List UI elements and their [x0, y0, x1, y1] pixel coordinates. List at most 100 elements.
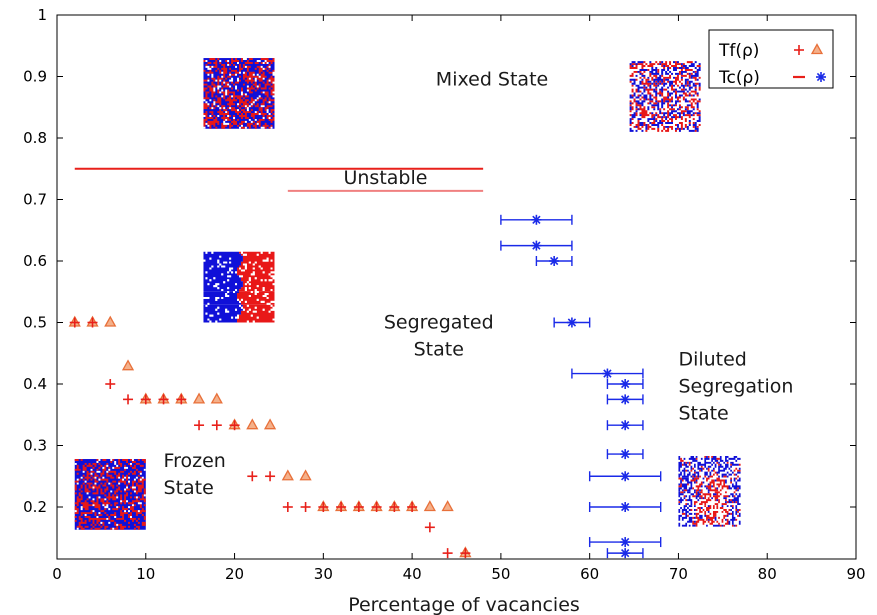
star-stroke [816, 72, 826, 82]
inset-blue-sites [203, 251, 243, 323]
star-stroke [621, 537, 630, 547]
x-tick-label: 40 [403, 565, 422, 583]
inset-blue-sites [629, 61, 701, 132]
y-tick-label: 0.2 [23, 498, 47, 516]
x-tick-label: 50 [491, 565, 510, 583]
annotation-line: Segregated [384, 312, 494, 334]
y-tick-label: 0.3 [23, 437, 47, 455]
plus-marker [442, 548, 453, 559]
triangle-marker [810, 43, 824, 55]
triangle-marker [299, 469, 312, 481]
star-stroke [621, 472, 630, 481]
inset-red-sites [74, 459, 146, 530]
plus-marker [389, 502, 400, 512]
star-marker [620, 502, 631, 512]
triangle-marker [104, 315, 117, 327]
plus-marker [176, 394, 187, 405]
triangle-marker [192, 392, 206, 404]
x-tick-label: 0 [52, 565, 62, 583]
star-marker [602, 368, 613, 379]
inset-vacant-sites [203, 251, 275, 323]
x-tick-label: 60 [580, 565, 599, 583]
star-marker [531, 240, 542, 251]
inset-vacant-sites [74, 459, 146, 530]
triangle-marker [281, 469, 294, 481]
y-tick-label: 0.7 [23, 191, 47, 209]
star-marker [620, 420, 631, 431]
inset-segregated [203, 251, 275, 323]
plus-marker [282, 502, 293, 512]
data-markers [68, 214, 631, 559]
annotation-line: Unstable [343, 167, 427, 189]
annotation-unstable: Unstable [343, 167, 427, 189]
inset-red-sites [203, 58, 275, 129]
annotation-line: Frozen [164, 450, 226, 472]
y-tick-label: 0.4 [23, 375, 47, 393]
plus-marker [123, 394, 134, 405]
star-stroke [532, 241, 541, 250]
plus-marker [229, 420, 240, 431]
plus-marker [265, 471, 276, 482]
x-tick-label: 10 [136, 565, 155, 583]
inset-red-sites [237, 251, 275, 323]
plus-marker [87, 317, 98, 328]
x-tick-label: 20 [225, 565, 244, 583]
annotation-diluted: Diluted Segregation State [678, 349, 793, 425]
plus-marker [407, 502, 418, 512]
inset-red-sites [629, 61, 701, 132]
y-tick-label: 0.5 [23, 314, 47, 332]
annotation-line: State [678, 403, 728, 425]
x-tick-label: 30 [314, 565, 333, 583]
annotation-mixed: Mixed State [436, 69, 548, 91]
legend-label: Tf(ρ) [718, 41, 759, 61]
plus-marker [460, 548, 471, 559]
inset-blue-sites [678, 455, 741, 527]
plus-marker [105, 379, 116, 389]
plus-marker [318, 502, 329, 512]
state-insets [74, 58, 741, 530]
x-tick-label: 70 [669, 565, 688, 583]
plus-marker [300, 502, 311, 512]
plus-marker [140, 394, 151, 405]
plus-marker [336, 502, 347, 512]
legend-label: Tc(ρ) [718, 68, 760, 88]
star-stroke [621, 502, 630, 512]
annotation-segregated: Segregated State [384, 312, 494, 361]
star-marker [620, 449, 631, 460]
annotation-line: State [414, 339, 464, 361]
plus-marker [211, 420, 222, 431]
annotation-line: Mixed State [436, 69, 548, 91]
star-marker [816, 72, 826, 82]
star-marker [549, 256, 560, 266]
triangle-marker [246, 418, 259, 430]
star-stroke [621, 395, 630, 404]
plus-marker [794, 45, 804, 55]
inset-background [74, 459, 146, 530]
inset-vacant-sites [203, 58, 275, 129]
star-marker [620, 548, 631, 559]
star-stroke [621, 379, 630, 389]
star-marker [620, 471, 631, 482]
inset-mixed-sparse [629, 61, 701, 132]
star-stroke [603, 369, 612, 378]
triangle-marker [441, 500, 454, 512]
annotation-line: Diluted [678, 349, 746, 371]
annotation-frozen: Frozen State [164, 450, 226, 499]
y-tick-label: 0.9 [23, 68, 47, 86]
y-tick-label: 0.6 [23, 252, 47, 270]
inset-diluted [678, 455, 741, 527]
axis-ticks: 0 10 20 30 40 50 60 70 80 90 0.2 0.3 0.4 0.5 0.6 0.7 0.8… [23, 6, 865, 583]
legend: Tf(ρ) Tc(ρ) [708, 29, 834, 89]
x-axis-label: Percentage of vacancies [348, 594, 580, 615]
triangle-marker [121, 359, 135, 371]
legend-box [708, 29, 834, 89]
inset-mixed-dense [203, 58, 275, 129]
star-stroke [532, 215, 541, 224]
y-tick-label: 0.8 [23, 129, 47, 147]
star-stroke [549, 256, 559, 266]
star-marker [566, 317, 577, 328]
star-marker [620, 537, 631, 548]
star-marker [620, 394, 631, 405]
inset-red-sites [678, 455, 741, 527]
